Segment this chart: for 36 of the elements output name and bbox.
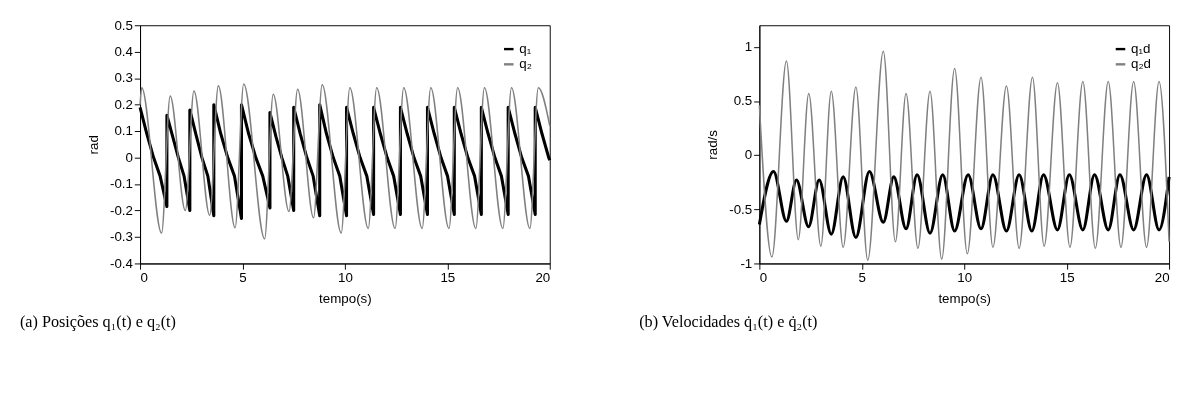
x-axis-title: tempo(s): [319, 291, 372, 307]
x-tick-label: 15: [440, 270, 456, 286]
text: (b) Velocidades q̇₁(t) e q̇₂(t): [639, 313, 818, 332]
y-tick-label: 1: [744, 39, 753, 55]
legend-label: q₁d: [1130, 40, 1151, 56]
y-tick-label: 0: [744, 147, 753, 163]
y-tick-label: 0.5: [733, 93, 753, 109]
x-tick-label: 5: [239, 270, 247, 286]
x-tick-label: 10: [957, 270, 973, 286]
legend-label: q₂: [519, 56, 532, 72]
y-tick-label: -0.3: [109, 229, 133, 245]
y-axis-title: rad/s: [704, 129, 720, 160]
x-tick-label: 20: [535, 270, 551, 286]
legend-label: q₂d: [1130, 56, 1151, 72]
y-tick-label: -1: [740, 255, 753, 271]
y-tick-label: 0.5: [114, 17, 133, 33]
x-tick-label: 0: [759, 270, 768, 286]
y-tick-label: -0.4: [109, 255, 134, 271]
y-tick-label: 0.4: [114, 44, 134, 60]
x-tick-label: 0: [140, 270, 148, 286]
legend-label: q₁: [519, 40, 532, 56]
y-tick-label: -0.2: [109, 202, 133, 218]
y-tick-label: 0.1: [114, 123, 133, 139]
y-tick-label: -0.1: [109, 176, 133, 192]
y-tick-label: 0.3: [114, 70, 133, 86]
x-tick-label: 5: [858, 270, 866, 286]
x-tick-label: 15: [1059, 270, 1075, 286]
x-tick-label: 20: [1154, 270, 1170, 286]
x-tick-label: 10: [337, 270, 353, 286]
text: (a) Posições q₁(t) e q₂(t): [19, 313, 176, 332]
x-axis-title: tempo(s): [938, 291, 992, 307]
y-axis-title: rad: [85, 135, 101, 155]
y-tick-label: 0.2: [114, 96, 133, 112]
y-tick-label: -0.5: [729, 201, 753, 217]
y-tick-label: 0: [125, 149, 133, 165]
line-series: [139, 83, 551, 240]
